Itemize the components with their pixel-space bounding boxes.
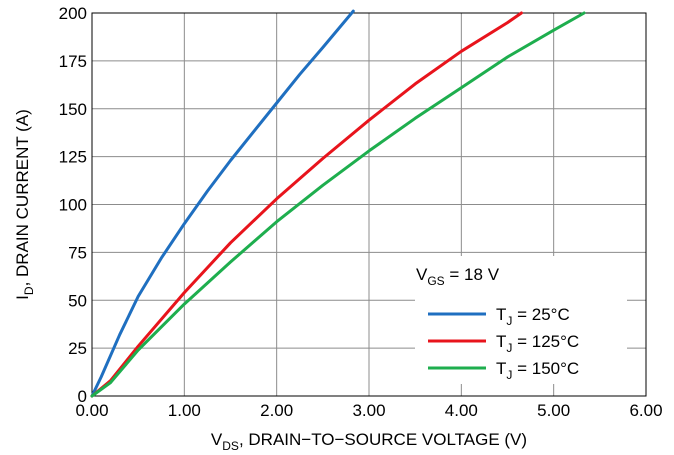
y-tick-label: 200 (59, 4, 87, 23)
y-tick-label: 175 (59, 52, 87, 71)
series-line (90, 9, 355, 398)
legend-title: VGS = 18 V (416, 265, 500, 288)
x-tick-label: 5.00 (537, 401, 570, 420)
x-tick-label: 3.00 (352, 401, 385, 420)
x-tick-label: 2.00 (260, 401, 293, 420)
legend: VGS = 18 V TJ = 25°C TJ = 125°C TJ = 150°C (415, 256, 627, 384)
y-tick-label: 0 (78, 387, 87, 406)
x-tick-label: 0.00 (75, 401, 108, 420)
y-axis-label: ID, DRAIN CURRENT (A) (13, 109, 36, 300)
x-tick-label: 1.00 (168, 401, 201, 420)
x-tick-labels: 0.00 1.00 2.00 3.00 4.00 5.00 6.00 (75, 401, 662, 420)
series-lines (90, 9, 586, 398)
y-tick-label: 100 (59, 196, 87, 215)
legend-entry-label: TJ = 125°C (496, 332, 579, 355)
x-tick-label: 6.00 (629, 401, 662, 420)
legend-box (415, 256, 627, 384)
legend-entries: TJ = 25°C TJ = 125°C TJ = 150°C (428, 305, 579, 382)
x-axis-label: VDS, DRAIN−TO−SOURCE VOLTAGE (V) (211, 430, 527, 453)
y-tick-labels: 0 25 50 75 100 125 150 175 200 (59, 4, 87, 406)
y-tick-label: 25 (68, 339, 87, 358)
x-tick-label: 4.00 (445, 401, 478, 420)
y-tick-label: 75 (68, 243, 87, 262)
series-line (90, 11, 586, 398)
plot-frame (91, 12, 647, 397)
legend-entry-label: TJ = 25°C (496, 305, 570, 328)
y-tick-label: 50 (68, 291, 87, 310)
y-tick-label: 125 (59, 148, 87, 167)
y-tick-label: 150 (59, 100, 87, 119)
series-line (90, 11, 523, 398)
legend-entry-label: TJ = 150°C (496, 359, 579, 382)
